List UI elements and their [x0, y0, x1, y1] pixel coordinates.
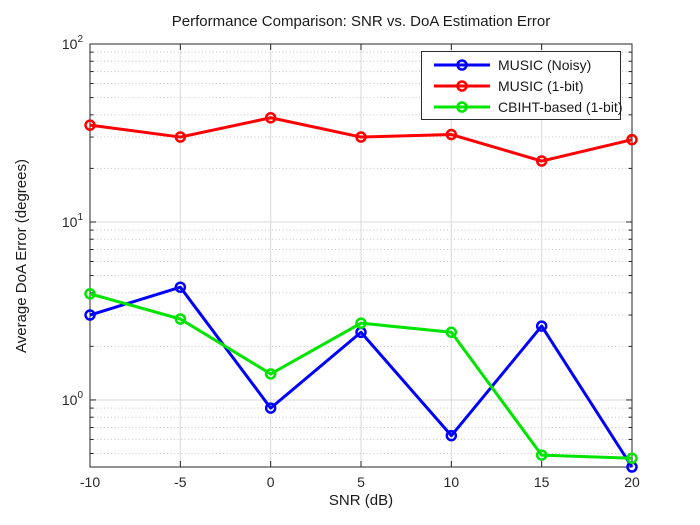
legend-line-marker-music-noisy [434, 58, 490, 71]
svg-text:101: 101 [62, 212, 84, 230]
svg-text:-5: -5 [174, 474, 187, 490]
svg-text:10: 10 [444, 474, 460, 490]
legend-label-cbiht-1bit: CBIHT-based (1-bit) [498, 98, 623, 115]
svg-text:0: 0 [267, 474, 275, 490]
legend: MUSIC (Noisy) MUSIC (1-bit) CBIHT-based … [421, 51, 623, 120]
series-line-music-noisy [89, 285, 634, 468]
chart-title: Performance Comparison: SNR vs. DoA Esti… [171, 13, 551, 30]
svg-text:20: 20 [624, 474, 640, 490]
legend-label-music-1bit: MUSIC (1-bit) [498, 77, 584, 94]
series-line-cbiht-based-1-bit [89, 292, 633, 460]
svg-text:15: 15 [534, 474, 550, 490]
x-tick-labels: -10 -5 0 5 10 15 20 [80, 474, 640, 490]
y-axis-label: Average DoA Error (degrees) [13, 159, 30, 353]
svg-text:5: 5 [357, 474, 365, 490]
legend-line-marker-music-1bit [434, 79, 490, 92]
svg-text:100: 100 [62, 390, 84, 408]
svg-text:-10: -10 [80, 474, 100, 490]
legend-item-music-1bit: MUSIC (1-bit) [422, 75, 620, 96]
series-markers-cbiht-based-1-bit [84, 288, 638, 465]
legend-label-music-noisy: MUSIC (Noisy) [498, 56, 592, 73]
x-axis-label: SNR (dB) [328, 492, 394, 509]
legend-item-music-noisy: MUSIC (Noisy) [422, 54, 620, 75]
series-line-music-1-bit [89, 116, 633, 163]
legend-line-marker-cbiht-1bit [434, 100, 490, 113]
y-tick-labels: 100 101 102 [62, 34, 84, 408]
axis-ticks [89, 43, 633, 467]
svg-text:102: 102 [62, 34, 84, 52]
series-markers-music-1-bit [84, 112, 638, 167]
legend-item-cbiht-1bit: CBIHT-based (1-bit) [422, 96, 623, 117]
